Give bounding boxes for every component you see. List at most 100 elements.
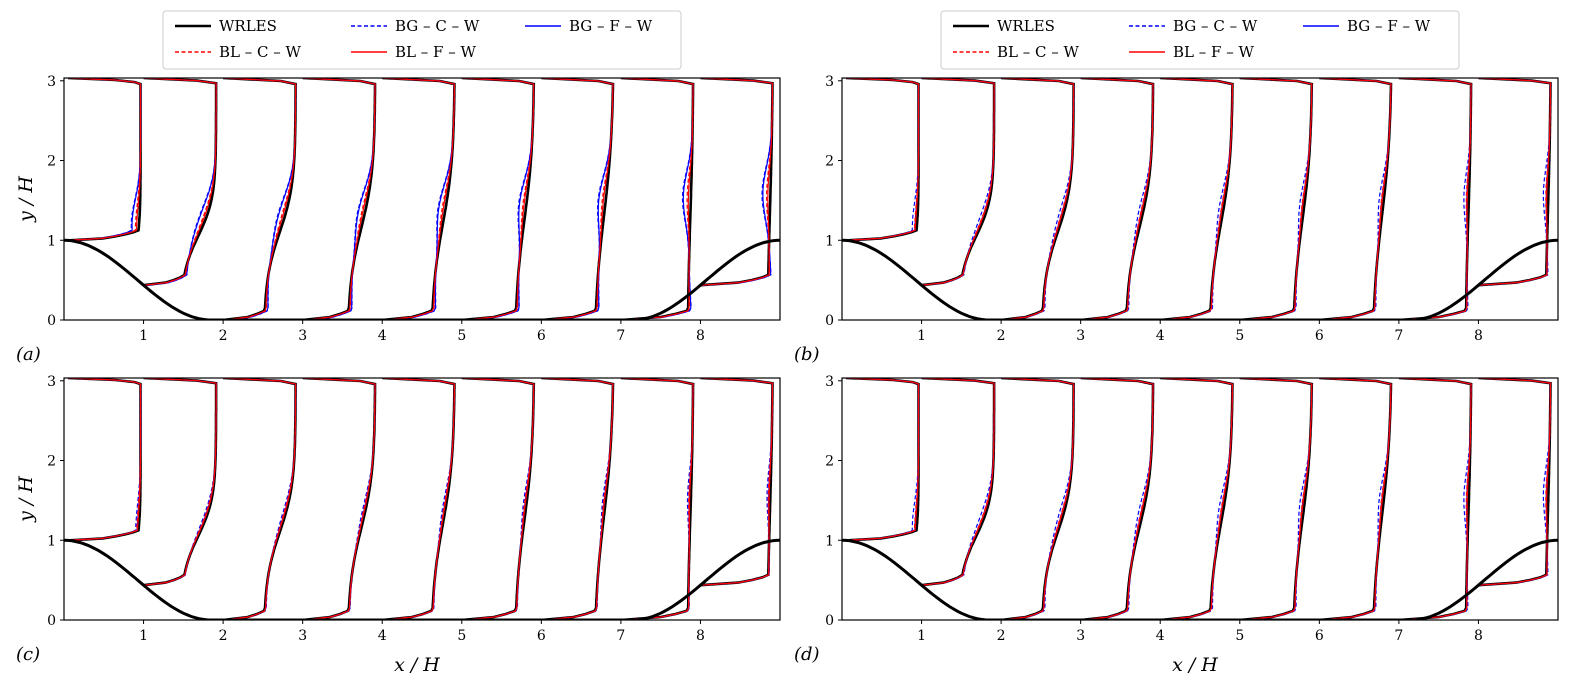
x-tick-label: 6	[537, 328, 546, 344]
profile-line	[1080, 78, 1154, 320]
series-bl-f-w	[845, 378, 1552, 620]
profile-line	[921, 78, 995, 286]
profile-line	[845, 378, 920, 541]
x-tick-label: 2	[219, 628, 228, 644]
profile-line	[1001, 78, 1075, 320]
legend-entry-label: BG – F – W	[1347, 17, 1431, 35]
profile-line	[541, 78, 614, 320]
profile-line	[223, 378, 297, 620]
y-tick-label: 1	[47, 533, 56, 549]
profile-line	[1160, 378, 1233, 620]
profile-line	[1478, 78, 1552, 286]
y-tick-label: 3	[47, 74, 56, 90]
x-tick-label: 2	[997, 628, 1006, 644]
plot-area	[64, 378, 780, 620]
profile-line	[67, 78, 142, 241]
y-tick-label: 2	[825, 154, 834, 170]
profile-line	[845, 78, 920, 241]
profile-line	[921, 378, 995, 586]
profile-line	[1239, 378, 1313, 620]
y-tick-label: 3	[825, 74, 834, 90]
profile-line	[845, 378, 920, 542]
profile-line	[1160, 78, 1233, 320]
y-tick-label: 0	[825, 313, 834, 329]
y-tick-label: 2	[825, 454, 834, 470]
profile-line	[67, 78, 142, 241]
profile-line	[1319, 378, 1393, 620]
profile-line	[223, 78, 297, 320]
y-tick-label: 1	[825, 233, 834, 249]
x-tick-label: 8	[696, 328, 705, 344]
x-tick-label: 3	[298, 628, 307, 644]
profile-line	[382, 78, 455, 320]
hill-wall	[842, 538, 1558, 620]
profile-line	[1080, 378, 1154, 620]
profile-line	[1160, 378, 1233, 620]
panel-c: 1 2 3 4 5 6 7 8 0 1 2 3 y / H x / H (c)	[15, 374, 781, 676]
series-bl-f-w	[845, 78, 1552, 320]
profile-line	[1160, 378, 1233, 620]
profile-line	[1319, 78, 1392, 320]
profile-line	[302, 378, 376, 620]
x-tick-label: 6	[1315, 328, 1324, 344]
profile-line	[461, 378, 535, 620]
plot-area	[842, 378, 1558, 620]
profile-line	[1001, 78, 1075, 320]
profile-line	[143, 378, 218, 587]
x-tick-label: 1	[139, 628, 148, 644]
x-tick-label: 2	[219, 328, 228, 344]
series-bg-c-w	[67, 378, 774, 620]
profile-line	[1398, 378, 1473, 620]
profile-line	[700, 78, 774, 286]
profile-line	[223, 78, 297, 320]
profile-line	[1398, 378, 1472, 620]
profile-line	[700, 378, 774, 587]
profile-line	[143, 378, 217, 586]
x-tick-label: 1	[139, 328, 148, 344]
y-tick-label: 2	[47, 454, 56, 470]
profile-line	[143, 78, 217, 286]
series-bg-f-w	[67, 378, 774, 620]
profile-line	[1398, 78, 1472, 320]
series-bg-c-w	[67, 78, 774, 320]
series-bl-c-w	[845, 378, 1552, 620]
profile-line	[302, 78, 376, 320]
profile-line	[461, 378, 535, 620]
legend-entry-label: BG – C – W	[395, 17, 480, 35]
profile-line	[1001, 378, 1075, 620]
profile-line	[921, 378, 995, 586]
series-bg-f-w	[845, 378, 1552, 620]
profile-line	[1001, 378, 1075, 620]
profile-line	[1000, 78, 1075, 320]
profile-line	[1000, 378, 1075, 620]
profile-line	[67, 78, 142, 241]
y-tick-label: 1	[825, 533, 834, 549]
series-bl-c-w	[845, 78, 1552, 320]
profile-line	[1080, 78, 1154, 320]
profile-line	[143, 78, 218, 287]
profile-line	[845, 378, 920, 541]
profile-line	[541, 78, 615, 320]
profile-line	[461, 378, 536, 620]
x-tick-label: 8	[696, 628, 705, 644]
profile-line	[921, 378, 995, 586]
profile-line	[700, 378, 774, 586]
profile-line	[1319, 378, 1392, 620]
profile-line	[461, 78, 535, 320]
profile-line	[302, 378, 377, 620]
series-wrles	[67, 78, 774, 320]
profile-line	[302, 378, 376, 620]
profile-line	[620, 378, 694, 620]
legend: WRLES BL – C – W BG – C – W BL – F – W BG – …	[162, 10, 682, 70]
x-tick-label: 7	[616, 628, 625, 644]
profile-line	[1478, 78, 1552, 286]
profile-line	[1160, 378, 1234, 620]
hill-wall	[64, 238, 780, 320]
profile-line	[620, 378, 694, 620]
profile-line	[461, 378, 535, 620]
legend-entry-label: WRLES	[997, 17, 1055, 35]
profile-line	[845, 78, 920, 241]
profile-line	[67, 378, 142, 541]
profile-line	[620, 378, 694, 620]
profile-line	[143, 378, 217, 586]
